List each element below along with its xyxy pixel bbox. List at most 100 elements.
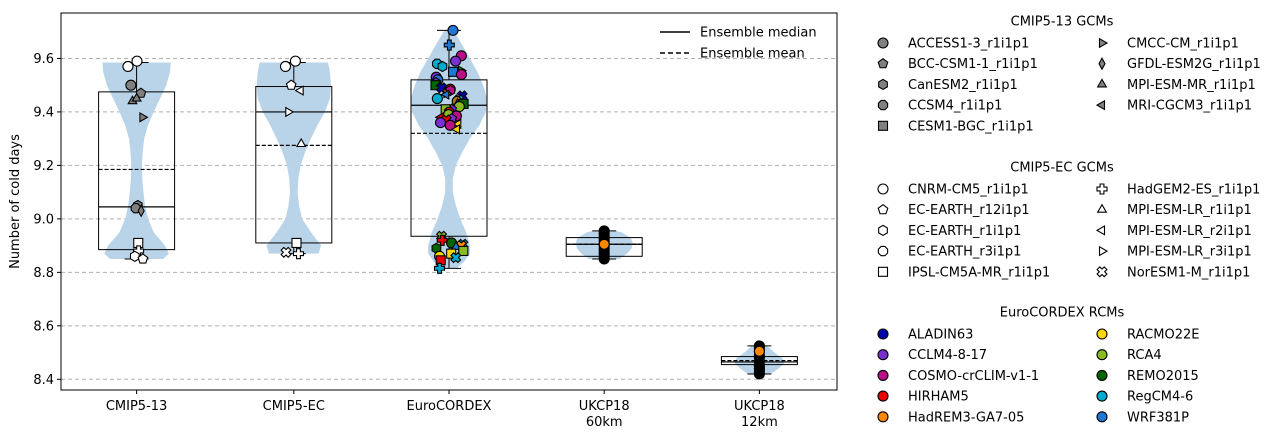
- legend-marker: [1096, 349, 1108, 361]
- legend-marker: [1096, 328, 1108, 340]
- legend-entry-label: CNRM-CM5_r1i1p1: [908, 183, 1029, 198]
- model-point: [444, 119, 456, 131]
- legend-entry-label: ALADIN63: [908, 328, 973, 343]
- model-points: [122, 24, 765, 380]
- legend-marker: [1095, 225, 1106, 236]
- model-point: [455, 68, 467, 81]
- legend-marker: [877, 120, 889, 131]
- model-point: [458, 245, 469, 257]
- legend-entry-label: WRF381P: [1127, 410, 1189, 425]
- model-point: [137, 204, 145, 218]
- axes: 8.4 8.6 8.8 9.0 9.2 9.4 9.6 CMIP5-13 CMIP5-EC Eur…: [33, 52, 784, 430]
- legend-entry-label: NorESM1-M_r1i1p1: [1127, 265, 1250, 280]
- legend-marker: [1096, 78, 1108, 88]
- legend-marker: [878, 224, 888, 237]
- x-tick-label: UKCP18 12km: [734, 399, 785, 430]
- legend-marker: [1098, 245, 1109, 257]
- model-point: [279, 60, 292, 73]
- model-point: [598, 238, 610, 250]
- legend-entry-label: REMO2015: [1127, 369, 1199, 384]
- legend-group: CMIP5-EC GCMs CNRM-CM5_r1i1p1 HadGEM2-ES_r…: [877, 161, 1260, 280]
- model-point: [285, 106, 295, 118]
- legend-entry-label: RegCM4-6: [1127, 390, 1193, 405]
- legend-entry-label: MPI-ESM-LR_r2i1p1: [1127, 224, 1252, 239]
- violin: [411, 30, 487, 269]
- legend-marker: [877, 58, 889, 69]
- legend-group-title: CMIP5-13 GCMs: [1011, 15, 1114, 30]
- model-point: [436, 234, 448, 246]
- model-point: [291, 237, 302, 248]
- model-point: [295, 137, 307, 148]
- legend-marker: [877, 390, 889, 402]
- legend-entry-label: HadREM3-GA7-05: [908, 410, 1024, 425]
- violins: [102, 30, 785, 374]
- legend-marker: [1096, 203, 1108, 213]
- legend-entry-label: CCLM4-8-17: [908, 348, 987, 363]
- legend-group-title: EuroCORDEX RCMs: [1000, 306, 1125, 321]
- legend-marker: [877, 183, 889, 195]
- legend-group-title: CMIP5-EC GCMs: [1010, 161, 1114, 176]
- legend-marker: [877, 204, 889, 215]
- legend-marker: [877, 245, 889, 257]
- legend-entry-label: CCSM4_r1i1p1: [908, 99, 1002, 114]
- legend-marker: [877, 37, 889, 49]
- model-point: [129, 250, 140, 262]
- model-point: [440, 89, 450, 100]
- legend-entry-label: CanESM2_r1i1p1: [908, 78, 1018, 93]
- model-point: [434, 117, 447, 129]
- ensemble-legend: Ensemble median Ensemble mean: [660, 26, 817, 62]
- legend-marker: [877, 99, 889, 111]
- model-point: [131, 92, 142, 102]
- legend-marker: [1098, 57, 1106, 71]
- legend-marker: [1096, 266, 1108, 278]
- model-point: [292, 248, 305, 260]
- x-tick-label: EuroCORDEX: [407, 399, 492, 414]
- model-legend: CMIP5-13 GCMs ACCESS1-3_r1i1p1 CMCC-CM_r1i…: [877, 15, 1261, 425]
- y-tick-label: 9.0: [33, 212, 54, 227]
- violin: [256, 62, 332, 254]
- legend-entry-label: MRI-CGCM3_r1i1p1: [1127, 99, 1252, 114]
- y-tick-label: 9.6: [33, 52, 54, 67]
- legend-marker: [1096, 411, 1108, 423]
- legend-marker: [1098, 37, 1109, 49]
- model-point: [289, 55, 301, 67]
- model-point: [753, 345, 765, 357]
- legend-entry-label: ACCESS1-3_r1i1p1: [908, 37, 1029, 52]
- model-point: [450, 124, 460, 135]
- model-point: [294, 85, 304, 96]
- legend-entry-label: MPI-ESM-LR_r1i1p1: [1127, 203, 1252, 218]
- y-axis-label: Number of cold days: [8, 134, 23, 269]
- legend-entry-label: BCC-CSM1-1_r1i1p1: [908, 57, 1038, 72]
- legend-group: CMIP5-13 GCMs ACCESS1-3_r1i1p1 CMCC-CM_r1i…: [877, 15, 1261, 134]
- model-point: [125, 79, 137, 91]
- legend-entry-label: COSMO-crCLIM-v1-1: [908, 369, 1039, 384]
- model-point: [447, 24, 459, 36]
- model-point: [449, 55, 462, 67]
- model-point: [431, 93, 443, 105]
- legend-entry-label: GFDL-ESM2G_r1i1p1: [1127, 57, 1261, 72]
- legend-entry-label: EC-EARTH_r1i1p1: [908, 224, 1021, 239]
- x-tick-label: UKCP18 60km: [579, 399, 630, 430]
- legend-entry-label: HadGEM2-ES_r1i1p1: [1127, 183, 1260, 198]
- model-point: [131, 55, 143, 67]
- legend-entry-label: RACMO22E: [1127, 328, 1199, 343]
- legend-entry-label: RCA4: [1127, 348, 1162, 363]
- model-point: [285, 79, 297, 90]
- y-tick-label: 8.8: [33, 266, 54, 281]
- x-tick-label: CMIP5-13: [106, 399, 167, 414]
- model-point: [137, 253, 149, 264]
- legend-entry-label: CMCC-CM_r1i1p1: [1127, 37, 1239, 52]
- legend-entry-label: IPSL-CM5A-MR_r1i1p1: [908, 265, 1050, 280]
- model-point: [139, 111, 149, 123]
- y-tick-label: 8.6: [33, 319, 54, 334]
- model-point: [450, 251, 462, 264]
- x-tick-label: CMIP5-EC: [263, 399, 325, 414]
- legend-entry-label: EC-EARTH_r3i1p1: [908, 245, 1021, 260]
- y-tick-label: 8.4: [33, 373, 54, 388]
- y-tick-label: 9.4: [33, 105, 54, 120]
- model-point: [122, 60, 134, 73]
- legend-marker: [877, 369, 889, 381]
- legend-marker: [1095, 99, 1106, 111]
- model-point: [280, 246, 292, 258]
